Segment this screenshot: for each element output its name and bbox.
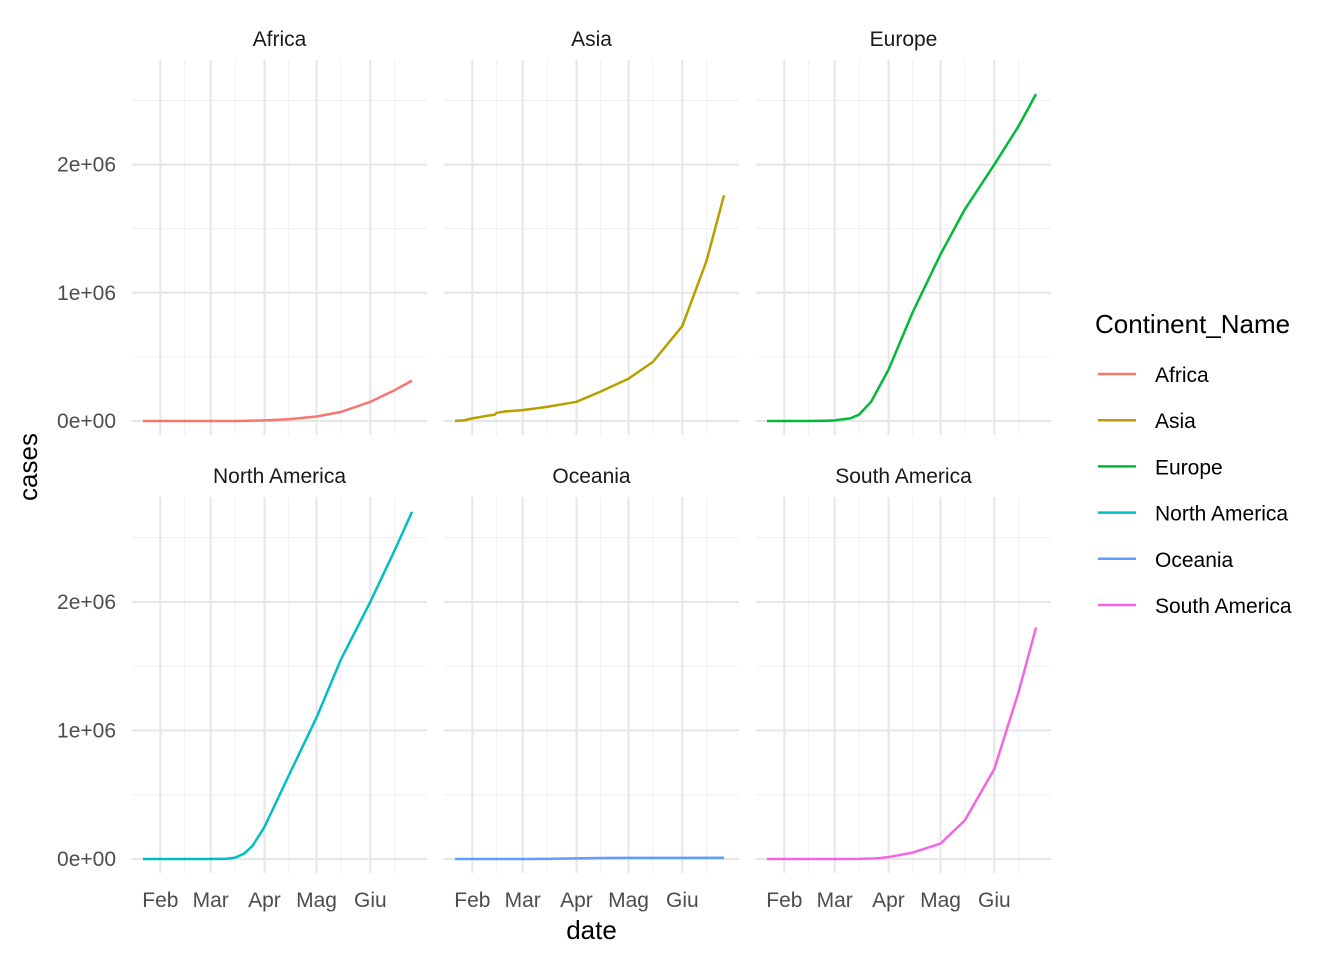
y-tick-label: 1e+06 [57, 719, 116, 742]
x-tick-label: Apr [248, 889, 281, 912]
legend-item-oceania: Oceania [1098, 549, 1234, 572]
facet-panel-north-america: North America 0e+00 1e+06 2e+06 Feb Mar Apr Mag… [57, 465, 427, 912]
facet-strip-label: Africa [253, 28, 307, 51]
x-tick-label: Mag [608, 889, 649, 912]
legend-label: Africa [1155, 364, 1209, 387]
series-line-asia [454, 194, 726, 423]
legend-item-south-america: South America [1098, 595, 1292, 618]
y-tick-label: 2e+06 [57, 591, 116, 614]
legend-label: Europe [1155, 456, 1223, 479]
legend-item-north-america: North America [1098, 503, 1288, 526]
x-tick-label: Mar [505, 889, 541, 912]
y-tick-label: 2e+06 [57, 154, 116, 177]
legend-title: Continent_Name [1095, 309, 1290, 339]
x-tick-label: Mar [193, 889, 229, 912]
legend-item-africa: Africa [1098, 364, 1209, 387]
series-line-north-america [143, 511, 414, 861]
x-tick-label: Feb [766, 889, 802, 912]
legend-item-europe: Europe [1098, 456, 1223, 479]
facet-panel-asia: Asia [444, 28, 739, 435]
legend-label: North America [1155, 503, 1288, 526]
facet-panel-oceania: Oceania Feb Mar Apr Mag Giu [444, 465, 739, 912]
facet-strip-label: Europe [870, 28, 938, 51]
x-tick-label: Apr [560, 889, 593, 912]
x-tick-label: Feb [454, 889, 490, 912]
series-line-oceania [455, 856, 725, 861]
facet-panel-south-america: South America Feb Mar Apr Mag Giu [756, 465, 1051, 912]
y-tick-label: 0e+00 [57, 848, 116, 871]
x-tick-label: Apr [872, 889, 905, 912]
facet-panel-europe: Europe [756, 28, 1051, 435]
x-tick-label: Giu [666, 889, 699, 912]
y-tick-label: 1e+06 [57, 282, 116, 305]
facet-strip-label: South America [835, 465, 972, 488]
x-tick-label: Giu [978, 889, 1011, 912]
x-tick-label: Feb [142, 889, 178, 912]
x-tick-label: Mag [920, 889, 961, 912]
legend-label: Asia [1155, 410, 1196, 433]
x-axis-title: date [566, 915, 617, 945]
y-tick-label: 0e+00 [57, 410, 116, 433]
legend-label: South America [1155, 595, 1292, 618]
facet-panel-africa: Africa 0e+00 1e+06 2e+06 [57, 28, 427, 435]
y-axis-title: cases [13, 433, 43, 501]
facet-strip-label: North America [213, 465, 346, 488]
x-tick-label: Mar [817, 889, 853, 912]
legend-item-asia: Asia [1098, 410, 1196, 433]
legend: Africa Asia Europe North America Oceania Sout… [1098, 364, 1292, 618]
series-line-south-america [767, 627, 1038, 861]
x-tick-label: Mag [296, 889, 337, 912]
facet-panels: Africa 0e+00 1e+06 2e+06 Asia Europe North Ame… [57, 28, 1051, 912]
series-line-europe [767, 93, 1038, 423]
facet-strip-label: Oceania [552, 465, 631, 488]
facet-strip-label: Asia [571, 28, 612, 51]
x-tick-label: Giu [354, 889, 387, 912]
series-line-africa [143, 379, 413, 423]
legend-label: Oceania [1155, 549, 1234, 572]
